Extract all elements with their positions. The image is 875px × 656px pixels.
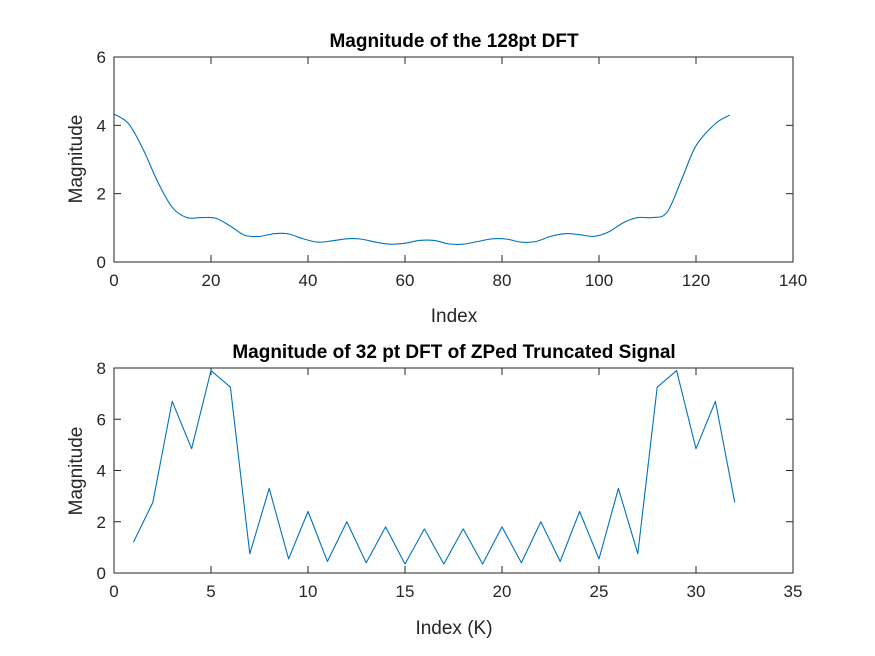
bottom-y-tick-label: 0 <box>97 564 106 583</box>
top-subplot: Magnitude of the 128pt DFT Index Magnitu… <box>66 31 807 327</box>
bottom-axes-box <box>113 367 794 574</box>
bottom-x-tick-label: 25 <box>590 582 609 601</box>
bottom-x-tick-label: 0 <box>109 582 118 601</box>
bottom-chart-title: Magnitude of 32 pt DFT of ZPed Truncated… <box>232 342 675 363</box>
bottom-x-tick-label: 35 <box>784 582 803 601</box>
bottom-subplot: Magnitude of 32 pt DFT of ZPed Truncated… <box>66 342 802 639</box>
bottom-y-axis-label: Magnitude <box>66 427 87 516</box>
top-x-tick-label: 100 <box>585 271 613 290</box>
bottom-x-tick-label: 10 <box>299 582 318 601</box>
bottom-x-tick-label: 30 <box>687 582 706 601</box>
top-axis-ticks: 0 20 40 60 80 100 120 140 0 2 4 6 <box>97 48 808 290</box>
bottom-y-tick-label: 6 <box>97 410 106 429</box>
bottom-y-tick-label: 4 <box>97 462 106 481</box>
bottom-y-tick-label: 8 <box>97 359 106 378</box>
top-series-line <box>113 113 731 246</box>
top-x-tick-label: 60 <box>396 271 415 290</box>
top-y-tick-label: 4 <box>97 116 106 135</box>
bottom-x-tick-label: 5 <box>206 582 215 601</box>
top-y-tick-label: 0 <box>97 253 106 272</box>
bottom-x-tick-label: 20 <box>493 582 512 601</box>
bottom-series-line <box>132 370 736 565</box>
bottom-y-tick-label: 2 <box>97 513 106 532</box>
bottom-x-tick-label: 15 <box>396 582 415 601</box>
top-x-tick-label: 40 <box>299 271 318 290</box>
top-x-tick-label: 0 <box>109 271 118 290</box>
top-y-tick-label: 6 <box>97 48 106 67</box>
top-x-tick-label: 120 <box>682 271 710 290</box>
top-x-axis-label: Index <box>431 306 478 327</box>
top-x-tick-label: 140 <box>779 271 807 290</box>
top-axes-box <box>113 56 794 263</box>
top-chart-title: Magnitude of the 128pt DFT <box>329 31 579 52</box>
top-y-axis-label: Magnitude <box>66 115 87 204</box>
top-x-tick-label: 20 <box>202 271 221 290</box>
top-x-tick-label: 80 <box>493 271 512 290</box>
bottom-x-axis-label: Index (K) <box>415 618 492 639</box>
top-y-tick-label: 2 <box>97 185 106 204</box>
